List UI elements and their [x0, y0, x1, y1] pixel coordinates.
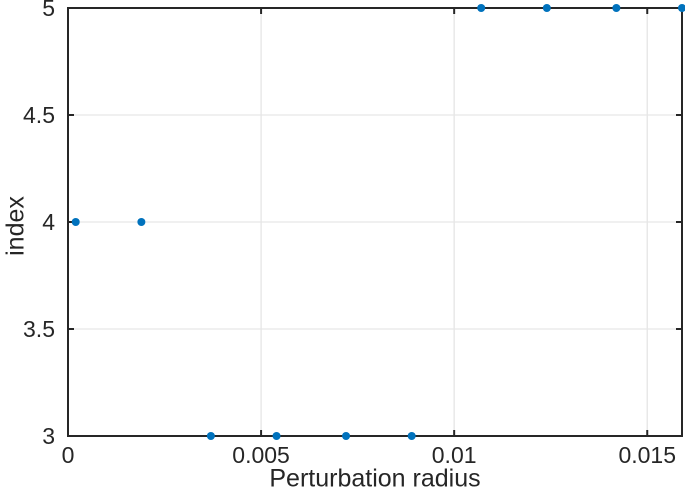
data-point — [137, 218, 146, 226]
data-point — [678, 4, 685, 12]
x-tick-label: 0.01 — [432, 442, 477, 468]
data-point — [342, 432, 351, 440]
y-tick-label: 4.5 — [23, 102, 55, 128]
data-points — [71, 4, 685, 440]
y-tick-label: 4 — [42, 209, 55, 235]
grid-lines — [68, 8, 682, 436]
x-tick-label: 0.005 — [232, 442, 290, 468]
x-tick-label: 0.015 — [618, 442, 676, 468]
data-point — [477, 4, 486, 12]
x-axis-label: Perturbation radius — [269, 464, 481, 493]
data-point — [612, 4, 621, 12]
data-point — [71, 218, 80, 226]
axes-box — [67, 7, 683, 437]
y-axis-label: index — [1, 196, 30, 256]
data-point — [407, 432, 416, 440]
x-tick-label: 0 — [62, 442, 75, 468]
y-tick-label: 5 — [42, 0, 55, 21]
x-tick-labels: 0 0.005 0.01 0.015 — [62, 442, 676, 468]
data-point — [206, 432, 215, 440]
data-point — [272, 432, 281, 440]
y-tick-label: 3.5 — [23, 316, 55, 342]
data-point — [542, 4, 551, 12]
y-tick-labels: 3 3.5 4 4.5 5 — [23, 0, 55, 449]
y-tick-label: 3 — [42, 423, 55, 449]
